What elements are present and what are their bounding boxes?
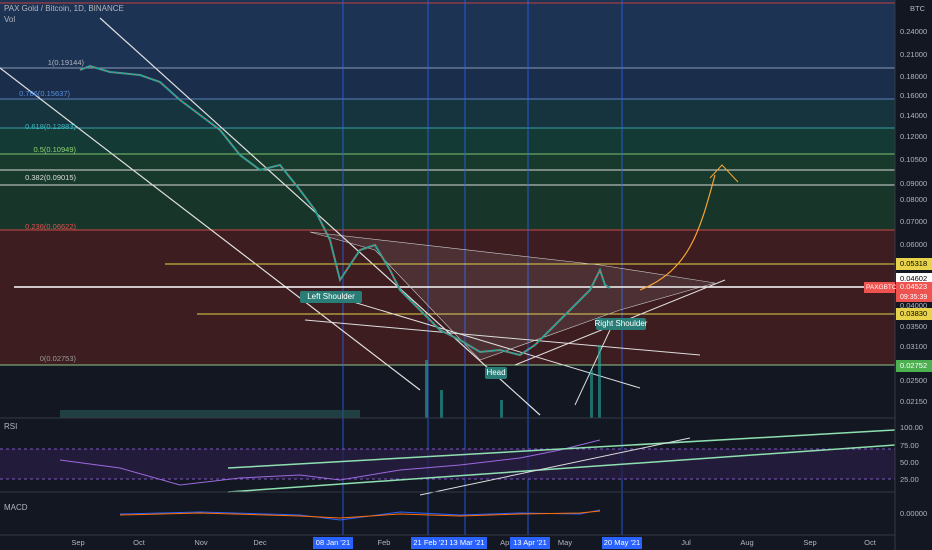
price-tick: 0.08000 bbox=[900, 195, 927, 204]
rsi-title: RSI bbox=[4, 422, 17, 431]
countdown: 09:35:39 bbox=[900, 294, 927, 301]
macd-title: MACD bbox=[4, 503, 28, 512]
time-tick: Sep bbox=[803, 538, 816, 547]
time-tick: 13 Apr '21 bbox=[513, 538, 547, 547]
fib-zones bbox=[0, 0, 895, 366]
price-tick: 0.12000 bbox=[900, 132, 927, 141]
price-tick: 0.03500 bbox=[900, 322, 927, 331]
time-tick: 20 May '21 bbox=[604, 538, 640, 547]
annotation: Left Shoulder bbox=[307, 292, 355, 301]
price-tick: 0.24000 bbox=[900, 27, 927, 36]
price-tag: 0.05318 bbox=[900, 259, 927, 268]
symbol-title: PAX Gold / Bitcoin, 1D, BINANCE bbox=[4, 4, 124, 13]
time-highlight bbox=[447, 537, 487, 549]
fib-label: 1(0.19144) bbox=[48, 58, 85, 67]
time-tick: Jul bbox=[681, 538, 691, 547]
price-tick: 0.16000 bbox=[900, 91, 927, 100]
time-tick: 21 Feb '21 bbox=[413, 538, 448, 547]
price-tick: 0.21000 bbox=[900, 50, 927, 59]
fib-label: 0.236(0.06622) bbox=[25, 222, 76, 231]
time-tick: Oct bbox=[864, 538, 877, 547]
fib-label: 0.5(0.10949) bbox=[33, 145, 76, 154]
rsi-tick: 25.00 bbox=[900, 475, 919, 484]
time-tick: May bbox=[558, 538, 572, 547]
macd-pane bbox=[0, 491, 932, 521]
price-tag: 0.04523 bbox=[900, 282, 927, 291]
time-highlight bbox=[602, 537, 642, 549]
price-tag: 0.04602 bbox=[900, 274, 927, 283]
time-tick: Aug bbox=[740, 538, 753, 547]
rsi-tick: 75.00 bbox=[900, 441, 919, 450]
time-highlight bbox=[510, 537, 550, 549]
rsi-pane bbox=[0, 417, 932, 496]
price-tick: 0.07000 bbox=[900, 217, 927, 226]
time-tick: Feb bbox=[378, 538, 391, 547]
time-tick: Sep bbox=[71, 538, 84, 547]
price-tick: 0.14000 bbox=[900, 111, 927, 120]
rsi-tick: 100.00 bbox=[900, 423, 923, 432]
fib-label: 0.382(0.09015) bbox=[25, 173, 76, 182]
price-tag: 0.03830 bbox=[900, 309, 927, 318]
time-tick: Nov bbox=[194, 538, 208, 547]
currency: BTC bbox=[910, 4, 926, 13]
time-highlight bbox=[313, 537, 353, 549]
ticker-tag: PAXGBTC bbox=[866, 284, 897, 291]
price-tick: 0.02500 bbox=[900, 376, 927, 385]
time-tick: Oct bbox=[133, 538, 146, 547]
drawings bbox=[0, 17, 895, 416]
macd-tick: 0.00000 bbox=[900, 509, 927, 518]
rsi-tick: 50.00 bbox=[900, 458, 919, 467]
price-tick: 0.04000 bbox=[900, 301, 927, 310]
price-tick: 0.03100 bbox=[900, 342, 927, 351]
time-tick: Dec bbox=[253, 538, 267, 547]
volume-label: Vol bbox=[4, 15, 15, 24]
time-tick: 08 Jan '21 bbox=[316, 538, 350, 547]
time-highlight bbox=[411, 537, 451, 549]
price-tick: 0.06000 bbox=[900, 240, 927, 249]
price-tick: 0.09000 bbox=[900, 179, 927, 188]
price-tag: 0.02752 bbox=[900, 361, 927, 370]
time-tick: Apr bbox=[500, 538, 512, 547]
volume bbox=[60, 345, 601, 418]
price-tick: 0.10500 bbox=[900, 155, 927, 164]
time-tick: 13 Mar '21 bbox=[449, 538, 484, 547]
annotation: Right Shoulder bbox=[595, 319, 648, 328]
annotation: Head bbox=[486, 368, 505, 377]
fib-label: 0(0.02753) bbox=[40, 354, 77, 363]
price-tick: 0.02150 bbox=[900, 397, 927, 406]
price-tick: 0.18000 bbox=[900, 72, 927, 81]
fib-label: 0.618(0.12883) bbox=[25, 122, 76, 131]
fib-label: 0.786(0.15637) bbox=[19, 89, 70, 98]
